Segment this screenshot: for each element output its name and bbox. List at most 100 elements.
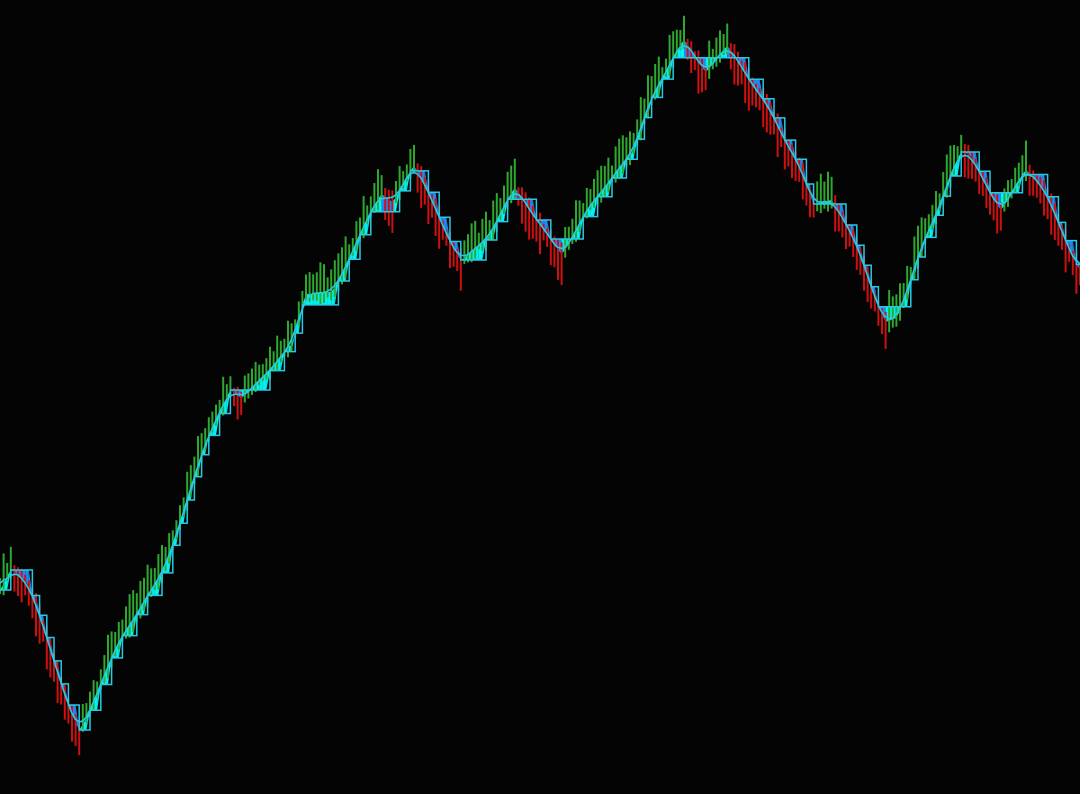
up-bar bbox=[146, 564, 149, 607]
down-bar bbox=[233, 387, 235, 407]
up-bar bbox=[575, 200, 577, 242]
trend-fill-segment bbox=[176, 523, 180, 546]
down-bar bbox=[438, 205, 441, 249]
up-bar bbox=[1017, 162, 1020, 187]
down-bar bbox=[456, 249, 459, 271]
up-bar bbox=[114, 632, 117, 657]
up-bar bbox=[485, 211, 487, 251]
up-bar bbox=[215, 404, 217, 426]
down-bar bbox=[557, 238, 559, 280]
up-bar bbox=[333, 260, 336, 297]
up-bar bbox=[164, 546, 167, 571]
up-bar bbox=[942, 172, 945, 205]
down-bar bbox=[812, 199, 815, 218]
down-bar bbox=[531, 206, 534, 239]
up-bar bbox=[888, 289, 891, 333]
up-bar bbox=[168, 533, 171, 564]
up-bar bbox=[207, 417, 210, 442]
down-bar bbox=[701, 58, 703, 93]
down-bar bbox=[20, 568, 23, 603]
up-bar bbox=[315, 272, 318, 301]
down-bar bbox=[546, 228, 549, 247]
up-bar bbox=[287, 320, 289, 358]
up-bar bbox=[632, 132, 635, 155]
up-bar bbox=[931, 204, 934, 231]
down-bar bbox=[974, 158, 977, 182]
down-bar bbox=[985, 177, 988, 208]
up-bar bbox=[1010, 178, 1013, 199]
down-bar bbox=[963, 144, 966, 178]
down-bar bbox=[240, 392, 243, 415]
up-bar bbox=[395, 181, 397, 203]
up-bar bbox=[614, 146, 617, 183]
up-bar bbox=[373, 183, 376, 213]
down-bar bbox=[729, 43, 732, 70]
up-bar bbox=[305, 274, 307, 302]
up-bar bbox=[380, 175, 383, 201]
up-bar bbox=[251, 368, 253, 395]
up-bar bbox=[2, 553, 5, 596]
down-bar bbox=[539, 212, 541, 255]
up-bar bbox=[402, 171, 405, 189]
down-bar bbox=[535, 212, 538, 242]
down-bar bbox=[755, 83, 757, 108]
up-bar bbox=[413, 144, 415, 174]
down-bar bbox=[981, 172, 984, 196]
up-bar bbox=[182, 497, 185, 517]
down-bar bbox=[31, 587, 34, 619]
down-bar bbox=[999, 202, 1002, 231]
down-bar bbox=[787, 140, 790, 167]
up-bar bbox=[917, 225, 919, 269]
up-bar bbox=[276, 335, 279, 372]
down-bar bbox=[63, 685, 66, 720]
down-bar bbox=[13, 565, 16, 592]
trend-fill-segment bbox=[356, 234, 360, 260]
down-bar bbox=[971, 151, 973, 179]
up-bar bbox=[593, 178, 595, 208]
down-bar bbox=[1028, 164, 1031, 196]
up-bar bbox=[269, 346, 271, 380]
trend-fill-segment bbox=[435, 192, 440, 218]
up-bar bbox=[956, 146, 959, 163]
down-bar bbox=[852, 229, 855, 258]
up-bar bbox=[654, 63, 657, 100]
down-bar bbox=[855, 236, 858, 270]
up-bar bbox=[722, 34, 725, 55]
down-bar bbox=[773, 112, 775, 135]
up-bar bbox=[924, 218, 927, 245]
up-bar bbox=[179, 505, 181, 530]
up-bar bbox=[920, 217, 923, 258]
up-bar bbox=[81, 704, 84, 732]
down-bar bbox=[798, 157, 801, 182]
up-bar bbox=[816, 181, 819, 212]
up-bar bbox=[960, 134, 963, 159]
up-bar bbox=[222, 376, 225, 416]
up-bar bbox=[0, 578, 1, 594]
down-bar bbox=[1075, 253, 1078, 294]
down-bar bbox=[794, 151, 797, 182]
up-bar bbox=[909, 266, 912, 285]
down-bar bbox=[1071, 250, 1074, 276]
down-bar bbox=[704, 65, 707, 91]
down-bar bbox=[1039, 177, 1042, 204]
up-bar bbox=[229, 376, 232, 395]
down-bar bbox=[697, 50, 700, 94]
down-bar bbox=[848, 224, 851, 247]
smooth-trend-line bbox=[0, 45, 1080, 723]
down-bar bbox=[49, 638, 52, 678]
up-bar bbox=[726, 23, 729, 55]
up-bar bbox=[492, 200, 495, 240]
up-bar bbox=[110, 631, 113, 668]
up-bar bbox=[463, 240, 466, 264]
down-bar bbox=[740, 60, 743, 85]
up-bar bbox=[639, 97, 642, 141]
down-bar bbox=[873, 292, 876, 312]
up-bar bbox=[499, 198, 502, 220]
up-bar bbox=[949, 145, 952, 188]
up-bar bbox=[265, 358, 268, 380]
up-bar bbox=[830, 176, 833, 209]
down-bar bbox=[67, 698, 70, 724]
down-bar bbox=[978, 162, 981, 194]
up-bar bbox=[679, 30, 682, 50]
down-bar bbox=[992, 191, 995, 221]
